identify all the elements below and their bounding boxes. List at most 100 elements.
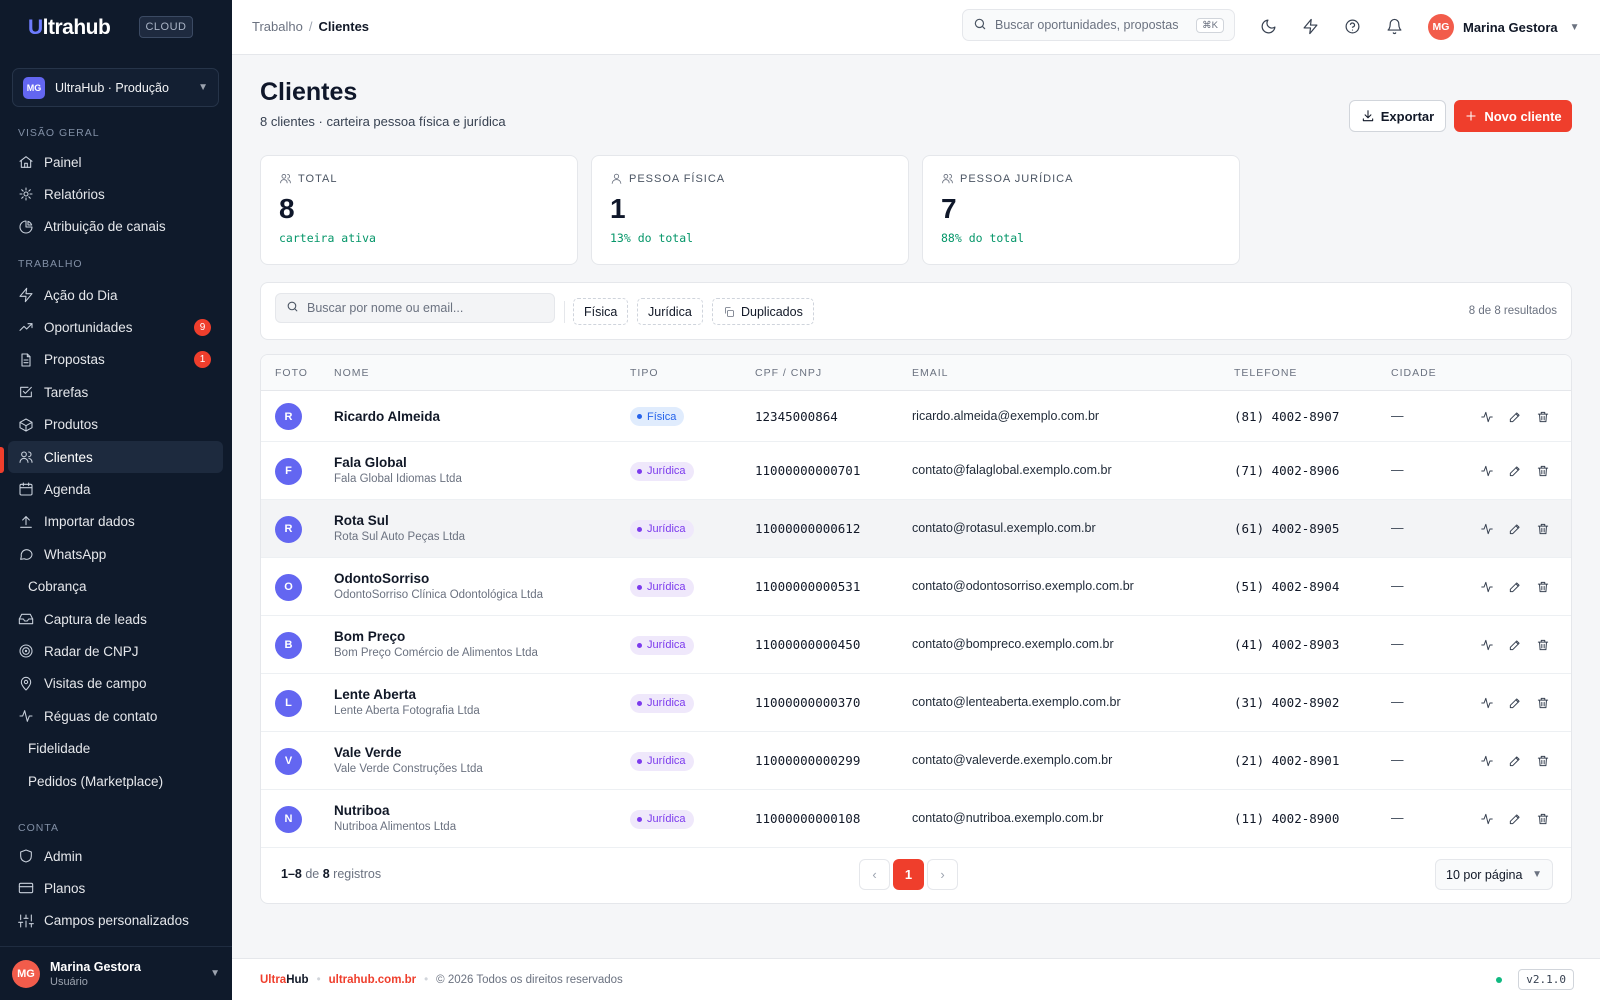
activity-button[interactable] (1479, 811, 1495, 827)
footer-site-link[interactable]: ultrahub.com.br (328, 973, 417, 986)
client-name[interactable]: Ricardo Almeida (334, 408, 441, 424)
table-row[interactable]: R Ricardo Almeida Física 12345000864 ricardo… (261, 391, 1571, 442)
edit-button[interactable] (1507, 637, 1523, 653)
sidebar-item-clientes[interactable]: Clientes (8, 441, 223, 473)
per-page-select[interactable]: 10 por página ▼ (1435, 859, 1553, 890)
activity-button[interactable] (1479, 579, 1495, 595)
delete-button[interactable] (1535, 753, 1551, 769)
col-email[interactable]: EMAIL (912, 367, 949, 379)
client-name[interactable]: Rota Sul (334, 513, 389, 528)
client-name[interactable]: OdontoSorriso (334, 571, 430, 586)
prev-page-button[interactable]: ‹ (859, 859, 890, 890)
sidebar-item-produtos[interactable]: Produtos (8, 409, 223, 441)
client-search[interactable] (275, 293, 555, 323)
sidebar-item-whatsapp[interactable]: WhatsApp (8, 538, 223, 570)
edit-button[interactable] (1507, 811, 1523, 827)
client-search-input[interactable] (307, 301, 544, 315)
bell-icon[interactable] (1384, 16, 1404, 36)
trash-icon (1537, 755, 1549, 767)
table-row[interactable]: V Vale Verde Vale Verde Construções Ltda Ju… (261, 732, 1571, 790)
stat-value: 8 (279, 193, 295, 224)
edit-button[interactable] (1507, 409, 1523, 425)
sidebar-item-propostas[interactable]: Propostas 1 (8, 344, 223, 376)
table-row[interactable]: L Lente Aberta Lente Aberta Fotografia Ltd… (261, 674, 1571, 732)
workspace-switcher[interactable]: MG UltraHub · Produção ▼ (12, 68, 219, 107)
edit-button[interactable] (1507, 463, 1523, 479)
activity-button[interactable] (1479, 753, 1495, 769)
help-icon[interactable] (1342, 16, 1362, 36)
email-cell: contato@odontosorriso.exemplo.com.br (912, 579, 1134, 593)
sidebar-item-tarefas[interactable]: Tarefas (8, 376, 223, 408)
global-search[interactable]: ⌘K (962, 9, 1235, 41)
delete-button[interactable] (1535, 695, 1551, 711)
sidebar-item-importar-dados[interactable]: Importar dados (8, 506, 223, 538)
sidebar-item-campos-personalizados[interactable]: Campos personalizados (8, 905, 223, 937)
delete-button[interactable] (1535, 409, 1551, 425)
activity-button[interactable] (1479, 463, 1495, 479)
sidebar-item-painel[interactable]: Painel (8, 146, 223, 178)
table-row[interactable]: O OdontoSorriso OdontoSorriso Clínica Odon… (261, 558, 1571, 616)
sidebar-item-captura-de-leads[interactable]: Captura de leads (8, 603, 223, 635)
delete-button[interactable] (1535, 811, 1551, 827)
filter-chip-juridica[interactable]: Jurídica (637, 298, 703, 325)
sidebar-item-radar-de-cnpj[interactable]: Radar de CNPJ (8, 635, 223, 667)
client-name-cell: Rota Sul Rota Sul Auto Peças Ltda (334, 513, 465, 543)
client-name[interactable]: Fala Global (334, 455, 407, 470)
table-row[interactable]: R Rota Sul Rota Sul Auto Peças Ltda Jurídic… (261, 500, 1571, 558)
col-documento[interactable]: CPF / CNPJ (755, 367, 823, 379)
activity-button[interactable] (1479, 521, 1495, 537)
edit-button[interactable] (1507, 521, 1523, 537)
sidebar-item-cobranca[interactable]: Cobrança (8, 571, 223, 603)
activity-button[interactable] (1479, 695, 1495, 711)
filter-chip-duplicados[interactable]: Duplicados (712, 298, 814, 325)
col-tipo[interactable]: TIPO (630, 367, 659, 379)
sidebar-user-menu[interactable]: MG Marina Gestora Usuário ▼ (0, 946, 232, 1000)
col-telefone[interactable]: TELEFONE (1234, 367, 1298, 379)
sidebar-item-pedidos-marketplace[interactable]: Pedidos (Marketplace) (8, 765, 223, 797)
sidebar-item-admin[interactable]: Admin (8, 840, 223, 872)
global-search-input[interactable] (995, 18, 1197, 32)
client-name[interactable]: Lente Aberta (334, 687, 417, 702)
edit-button[interactable] (1507, 579, 1523, 595)
delete-button[interactable] (1535, 521, 1551, 537)
table-row[interactable]: F Fala Global Fala Global Idiomas Ltda Jurí… (261, 442, 1571, 500)
sidebar-item-agenda[interactable]: Agenda (8, 473, 223, 505)
col-cidade[interactable]: CIDADE (1391, 367, 1437, 379)
activity-button[interactable] (1479, 637, 1495, 653)
breadcrumb-parent[interactable]: Trabalho (252, 19, 303, 34)
sidebar-item-reguas-de-contato[interactable]: Réguas de contato (8, 700, 223, 732)
brand-logo[interactable]: Ultrahub (28, 14, 111, 42)
user-menu[interactable]: MG Marina Gestora ▼ (1428, 14, 1580, 40)
chevron-down-icon: ▼ (1569, 21, 1580, 33)
avatar: L (275, 689, 302, 717)
table-row[interactable]: B Bom Preço Bom Preço Comércio de Alimento… (261, 616, 1571, 674)
edit-button[interactable] (1507, 753, 1523, 769)
moon-icon[interactable] (1258, 16, 1278, 36)
bolt-icon[interactable] (1300, 16, 1320, 36)
sidebar-item-visitas-de-campo[interactable]: Visitas de campo (8, 668, 223, 700)
page-button-current[interactable]: 1 (893, 859, 924, 890)
delete-button[interactable] (1535, 463, 1551, 479)
sidebar-item-atribuicao-de-canais[interactable]: Atribuição de canais (8, 211, 223, 243)
delete-button[interactable] (1535, 637, 1551, 653)
export-button[interactable]: Exportar (1349, 100, 1446, 132)
client-name[interactable]: Vale Verde (334, 745, 402, 760)
sidebar-item-relatorios[interactable]: Relatórios (8, 178, 223, 210)
delete-button[interactable] (1535, 579, 1551, 595)
sidebar-item-acao-do-dia[interactable]: Ação do Dia (8, 279, 223, 311)
sidebar-item-fidelidade[interactable]: Fidelidade (8, 733, 223, 765)
new-client-button[interactable]: Novo cliente (1454, 100, 1572, 132)
next-page-button[interactable]: › (927, 859, 958, 890)
client-name[interactable]: Nutriboa (334, 803, 390, 818)
type-cell: Jurídica (630, 577, 694, 597)
activity-button[interactable] (1479, 409, 1495, 425)
type-badge: Jurídica (630, 519, 694, 539)
sidebar-item-planos[interactable]: Planos (8, 872, 223, 904)
sidebar-item-oportunidades[interactable]: Oportunidades 9 (8, 311, 223, 343)
table-row[interactable]: N Nutriboa Nutriboa Alimentos Ltda Jurídica… (261, 790, 1571, 848)
sidebar-item-label: Campos personalizados (44, 913, 189, 929)
client-name[interactable]: Bom Preço (334, 629, 406, 644)
col-nome[interactable]: NOME (334, 367, 370, 379)
filter-chip-fisica[interactable]: Física (573, 298, 629, 325)
edit-button[interactable] (1507, 695, 1523, 711)
